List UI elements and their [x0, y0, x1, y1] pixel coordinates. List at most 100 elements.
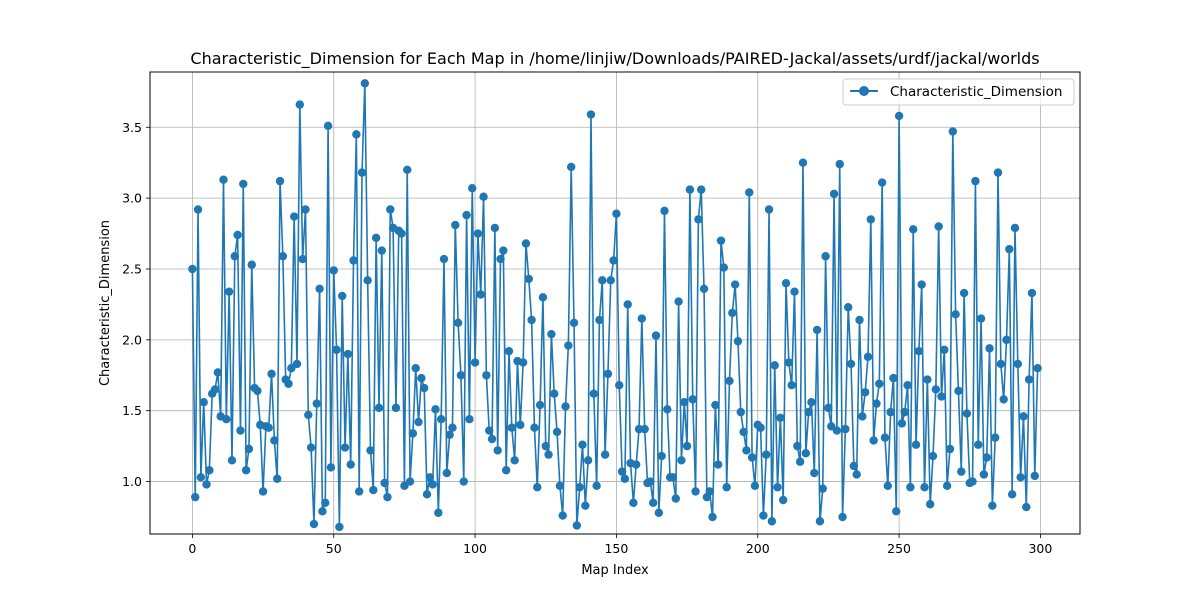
data-point	[462, 210, 471, 220]
data-point	[222, 415, 231, 424]
data-point	[660, 206, 669, 216]
data-point	[1033, 363, 1042, 373]
data-point	[352, 130, 361, 139]
data-point	[680, 398, 689, 407]
data-point	[900, 407, 909, 417]
x-tick-label: 250	[887, 541, 911, 556]
data-point	[942, 481, 952, 491]
data-point	[199, 398, 208, 407]
data-point	[600, 450, 610, 459]
legend-marker	[859, 86, 869, 96]
data-point	[589, 389, 598, 398]
data-point	[923, 375, 932, 384]
y-tick-label: 1.5	[122, 403, 142, 418]
data-point	[617, 467, 627, 476]
data-point	[485, 426, 494, 435]
data-point	[677, 456, 686, 465]
data-point	[968, 477, 977, 486]
data-point	[493, 446, 502, 455]
data-point	[357, 168, 367, 177]
data-point	[451, 220, 460, 230]
x-tick-label: 50	[326, 541, 342, 556]
data-point	[841, 424, 850, 434]
data-point	[258, 487, 268, 496]
y-tick-label: 3.5	[122, 120, 142, 135]
data-point	[668, 473, 678, 482]
data-point	[657, 451, 666, 461]
data-point	[920, 483, 929, 492]
data-point	[408, 429, 418, 438]
y-tick-label: 2.0	[122, 332, 142, 347]
data-point	[363, 276, 372, 285]
data-point	[733, 337, 743, 346]
x-tick-label: 200	[746, 541, 770, 556]
data-point	[510, 456, 519, 465]
data-point	[456, 371, 466, 380]
data-point	[846, 359, 856, 369]
data-point	[742, 446, 751, 455]
data-point	[838, 512, 847, 522]
data-point	[595, 315, 604, 325]
data-point	[934, 222, 943, 231]
data-point	[264, 423, 273, 432]
data-point	[374, 403, 384, 413]
data-point	[306, 443, 316, 452]
data-point	[1016, 473, 1025, 482]
data-point	[974, 440, 983, 449]
y-axis-label: Characteristic_Dimension	[98, 220, 113, 386]
data-point	[380, 478, 389, 488]
data-point	[459, 477, 468, 486]
data-point	[716, 236, 726, 245]
data-point	[623, 300, 632, 309]
data-point	[1027, 288, 1037, 298]
data-point	[688, 395, 697, 404]
data-point	[996, 359, 1006, 369]
data-point	[1007, 490, 1017, 499]
data-point	[193, 205, 203, 214]
data-point	[954, 386, 963, 396]
data-point	[340, 443, 350, 452]
data-point	[434, 508, 443, 517]
data-point	[682, 441, 692, 451]
series-layer	[188, 79, 1042, 532]
data-point	[685, 185, 695, 194]
data-point	[335, 522, 344, 532]
data-point	[903, 381, 912, 390]
data-point	[694, 215, 703, 224]
data-point	[787, 381, 796, 390]
data-point	[346, 460, 355, 469]
data-point	[439, 254, 449, 264]
data-point	[295, 100, 305, 109]
data-point	[527, 315, 536, 325]
data-point	[917, 280, 926, 289]
data-point	[470, 358, 480, 367]
data-point	[555, 481, 565, 491]
data-point	[1010, 223, 1020, 233]
data-point	[417, 373, 426, 383]
data-point	[869, 436, 878, 445]
data-point	[253, 386, 262, 396]
data-point	[750, 481, 760, 491]
data-point	[911, 440, 921, 449]
data-point	[914, 346, 924, 356]
data-point	[544, 450, 553, 459]
data-point	[354, 487, 364, 496]
data-point	[877, 178, 887, 187]
data-point	[476, 290, 485, 299]
data-point	[453, 318, 463, 328]
data-point	[292, 359, 302, 369]
data-point	[736, 407, 745, 417]
data-point	[762, 450, 771, 459]
data-point	[812, 325, 822, 335]
data-point	[332, 345, 341, 354]
data-point	[411, 363, 420, 373]
data-point	[615, 381, 624, 390]
data-point	[699, 284, 709, 294]
data-point	[558, 511, 567, 520]
data-point	[892, 507, 901, 516]
data-point	[948, 127, 957, 136]
legend-label: Characteristic_Dimension	[890, 84, 1062, 100]
data-point	[937, 392, 946, 401]
data-point	[909, 225, 918, 234]
